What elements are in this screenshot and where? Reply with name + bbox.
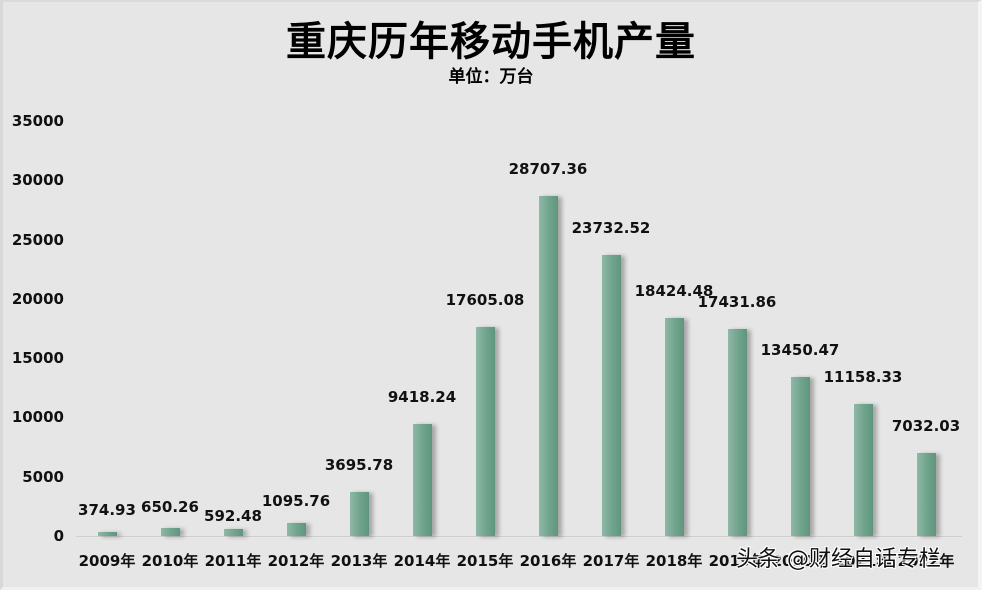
x-tick-label: 2016年 — [519, 552, 577, 570]
bar — [97, 531, 117, 536]
x-tick-label: 2011年 — [204, 552, 262, 570]
data-label: 374.93 — [78, 501, 136, 519]
bar — [601, 254, 621, 536]
bar — [349, 492, 369, 536]
bar — [286, 523, 306, 536]
data-label: 650.26 — [141, 498, 199, 516]
x-tick-label: 2010年 — [141, 552, 199, 570]
x-tick-label: 2014年 — [393, 552, 451, 570]
chart-title: 重庆历年移动手机产量 — [286, 19, 696, 65]
y-tick-label: 35000 — [11, 112, 64, 130]
y-tick-label: 15000 — [11, 349, 64, 368]
bar — [727, 329, 747, 536]
x-tick-label: 2022年 — [897, 552, 955, 570]
bar — [538, 195, 558, 536]
y-tick-label: 10000 — [11, 408, 64, 427]
bar — [475, 327, 495, 536]
data-label: 17431.86 — [697, 293, 777, 312]
watermark: 头条 @财经自话专栏 — [736, 547, 941, 572]
data-label: 1095.76 — [261, 492, 331, 510]
data-label: 13450.47 — [760, 340, 840, 359]
bar — [223, 528, 243, 536]
data-label: 9418.24 — [387, 388, 457, 407]
bar — [916, 452, 936, 536]
x-tick-label: 2012年 — [267, 552, 325, 570]
y-tick-label: 0 — [53, 527, 64, 545]
y-tick-label: 30000 — [11, 171, 64, 190]
x-tick-label: 2019年 — [708, 552, 766, 570]
chart-subtitle: 单位：万台 — [448, 67, 534, 87]
data-label: 592.48 — [204, 507, 262, 525]
data-label: 28707.36 — [508, 159, 588, 178]
bar — [853, 403, 873, 536]
data-label: 7032.03 — [891, 416, 961, 435]
y-tick-label: 5000 — [22, 467, 64, 486]
x-tick-label: 2009年 — [78, 552, 136, 570]
data-label: 11158.33 — [823, 367, 903, 386]
x-axis-line — [76, 536, 962, 537]
data-label: 17605.08 — [445, 291, 525, 310]
y-tick-label: 25000 — [11, 230, 64, 249]
data-label: 23732.52 — [571, 218, 651, 237]
bar — [664, 317, 684, 536]
x-tick-label: 2021年 — [834, 552, 892, 570]
bar — [790, 376, 810, 536]
bar — [412, 424, 432, 536]
bar — [160, 528, 180, 536]
data-label: 3695.78 — [324, 456, 394, 475]
data-label: 18424.48 — [634, 281, 714, 300]
y-tick-label: 20000 — [11, 289, 64, 308]
x-tick-label: 2020年 — [771, 552, 829, 570]
x-tick-label: 2017年 — [582, 552, 640, 570]
x-tick-label: 2013年 — [330, 552, 388, 570]
x-tick-label: 2018年 — [645, 552, 703, 570]
x-tick-label: 2015年 — [456, 552, 514, 570]
